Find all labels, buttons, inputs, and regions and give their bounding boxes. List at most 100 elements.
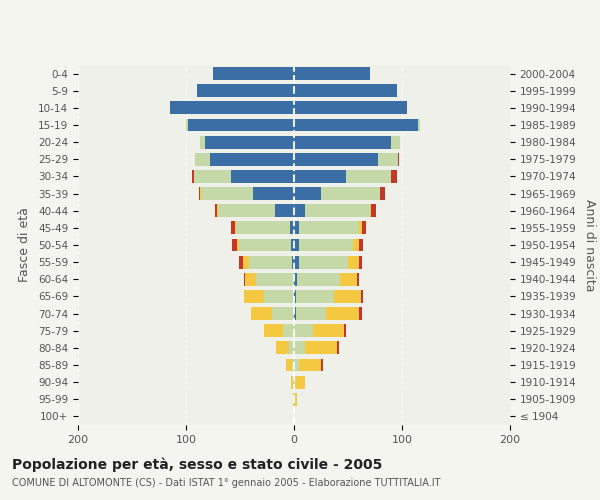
Bar: [294, 153, 378, 166]
Bar: [294, 376, 296, 388]
Bar: [337, 342, 340, 354]
Bar: [237, 238, 239, 252]
Bar: [297, 273, 340, 285]
Bar: [291, 238, 294, 252]
Bar: [356, 273, 359, 285]
Bar: [239, 256, 243, 268]
Bar: [348, 256, 359, 268]
Bar: [398, 153, 399, 166]
Bar: [232, 170, 294, 183]
Bar: [290, 222, 294, 234]
Bar: [346, 170, 391, 183]
Bar: [294, 324, 313, 337]
Bar: [210, 153, 294, 166]
Bar: [305, 204, 370, 217]
Bar: [294, 238, 299, 252]
Bar: [296, 376, 305, 388]
Y-axis label: Anni di nascita: Anni di nascita: [583, 198, 596, 291]
Bar: [253, 187, 294, 200]
Bar: [251, 307, 272, 320]
Bar: [186, 118, 188, 132]
Bar: [295, 393, 297, 406]
Bar: [294, 290, 296, 303]
Bar: [243, 256, 248, 268]
Bar: [193, 170, 194, 183]
Bar: [362, 222, 367, 234]
Bar: [296, 307, 326, 320]
Bar: [194, 153, 210, 166]
Bar: [294, 187, 321, 200]
Bar: [199, 187, 200, 200]
Bar: [359, 307, 362, 320]
Bar: [201, 187, 253, 200]
Bar: [299, 222, 359, 234]
Bar: [245, 273, 256, 285]
Bar: [275, 204, 294, 217]
Bar: [321, 358, 323, 372]
Bar: [248, 256, 292, 268]
Bar: [286, 358, 292, 372]
Bar: [294, 256, 299, 268]
Bar: [294, 136, 391, 148]
Bar: [294, 204, 305, 217]
Bar: [291, 376, 293, 388]
Bar: [294, 307, 296, 320]
Bar: [380, 187, 385, 200]
Bar: [232, 238, 237, 252]
Bar: [353, 238, 359, 252]
Bar: [344, 324, 346, 337]
Bar: [213, 67, 294, 80]
Bar: [292, 256, 294, 268]
Bar: [294, 222, 299, 234]
Bar: [361, 290, 363, 303]
Bar: [232, 222, 235, 234]
Bar: [296, 290, 334, 303]
Bar: [370, 204, 371, 217]
Bar: [272, 307, 294, 320]
Bar: [294, 118, 418, 132]
Bar: [299, 238, 353, 252]
Bar: [294, 84, 397, 97]
Bar: [293, 376, 294, 388]
Bar: [294, 67, 370, 80]
Bar: [239, 238, 291, 252]
Bar: [264, 290, 294, 303]
Bar: [321, 187, 380, 200]
Bar: [292, 358, 294, 372]
Bar: [359, 222, 362, 234]
Bar: [340, 273, 356, 285]
Text: Popolazione per età, sesso e stato civile - 2005: Popolazione per età, sesso e stato civil…: [12, 458, 382, 472]
Bar: [200, 187, 201, 200]
Bar: [299, 358, 321, 372]
Bar: [294, 273, 297, 285]
Bar: [294, 393, 295, 406]
Text: COMUNE DI ALTOMONTE (CS) - Dati ISTAT 1° gennaio 2005 - Elaborazione TUTTITALIA.: COMUNE DI ALTOMONTE (CS) - Dati ISTAT 1°…: [12, 478, 440, 488]
Bar: [391, 136, 400, 148]
Bar: [235, 222, 236, 234]
Bar: [378, 153, 398, 166]
Bar: [391, 170, 397, 183]
Bar: [215, 204, 217, 217]
Bar: [326, 307, 359, 320]
Bar: [205, 136, 294, 148]
Bar: [264, 324, 283, 337]
Bar: [218, 204, 275, 217]
Bar: [293, 393, 294, 406]
Bar: [194, 170, 232, 183]
Bar: [371, 204, 376, 217]
Bar: [256, 273, 294, 285]
Bar: [305, 342, 337, 354]
Bar: [359, 256, 362, 268]
Bar: [289, 342, 294, 354]
Bar: [275, 342, 289, 354]
Bar: [294, 358, 299, 372]
Bar: [294, 102, 407, 114]
Bar: [418, 118, 421, 132]
Bar: [359, 238, 363, 252]
Bar: [294, 170, 346, 183]
Bar: [244, 273, 245, 285]
Bar: [170, 102, 294, 114]
Bar: [217, 204, 218, 217]
Bar: [294, 342, 305, 354]
Bar: [334, 290, 361, 303]
